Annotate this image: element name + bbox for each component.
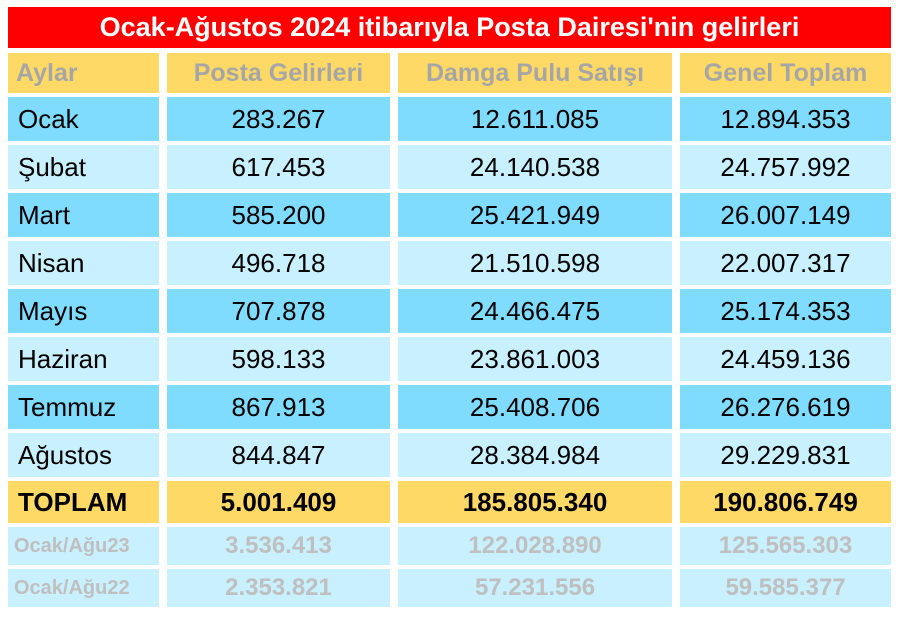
row-month: Mayıs bbox=[8, 289, 159, 333]
row-grand-total: 26.276.619 bbox=[680, 385, 891, 429]
row-postal-revenue: 617.453 bbox=[167, 145, 390, 189]
row-grand-total: 29.229.831 bbox=[680, 433, 891, 477]
row-postal-revenue: 707.878 bbox=[167, 289, 390, 333]
prev-year-postal-revenue: 2.353.821 bbox=[167, 569, 390, 607]
row-stamp-sales: 25.421.949 bbox=[398, 193, 672, 237]
row-month: Şubat bbox=[8, 145, 159, 189]
prev-year-postal-revenue: 3.536.413 bbox=[167, 527, 390, 565]
header-stamp-sales: Damga Pulu Satışı bbox=[398, 53, 672, 93]
row-month: Haziran bbox=[8, 337, 159, 381]
row-stamp-sales: 23.861.003 bbox=[398, 337, 672, 381]
row-grand-total: 12.894.353 bbox=[680, 97, 891, 141]
total-postal-revenue: 5.001.409 bbox=[167, 481, 390, 523]
row-stamp-sales: 24.466.475 bbox=[398, 289, 672, 333]
total-label: TOPLAM bbox=[8, 481, 159, 523]
row-postal-revenue: 867.913 bbox=[167, 385, 390, 429]
row-stamp-sales: 21.510.598 bbox=[398, 241, 672, 285]
row-grand-total: 25.174.353 bbox=[680, 289, 891, 333]
prev-year-label: Ocak/Ağu23 bbox=[8, 527, 159, 565]
row-grand-total: 26.007.149 bbox=[680, 193, 891, 237]
table-title: Ocak-Ağustos 2024 itibarıyla Posta Daire… bbox=[8, 7, 891, 48]
header-grand-total: Genel Toplam bbox=[680, 53, 891, 93]
prev-year-label: Ocak/Ağu22 bbox=[8, 569, 159, 607]
row-stamp-sales: 24.140.538 bbox=[398, 145, 672, 189]
row-postal-revenue: 585.200 bbox=[167, 193, 390, 237]
row-stamp-sales: 25.408.706 bbox=[398, 385, 672, 429]
row-month: Mart bbox=[8, 193, 159, 237]
row-grand-total: 24.757.992 bbox=[680, 145, 891, 189]
total-grand-total: 190.806.749 bbox=[680, 481, 891, 523]
row-month: Ocak bbox=[8, 97, 159, 141]
row-postal-revenue: 844.847 bbox=[167, 433, 390, 477]
total-stamp-sales: 185.805.340 bbox=[398, 481, 672, 523]
row-month: Nisan bbox=[8, 241, 159, 285]
row-postal-revenue: 496.718 bbox=[167, 241, 390, 285]
row-postal-revenue: 598.133 bbox=[167, 337, 390, 381]
row-grand-total: 22.007.317 bbox=[680, 241, 891, 285]
prev-year-grand-total: 125.565.303 bbox=[680, 527, 891, 565]
row-stamp-sales: 28.384.984 bbox=[398, 433, 672, 477]
row-month: Ağustos bbox=[8, 433, 159, 477]
prev-year-stamp-sales: 122.028.890 bbox=[398, 527, 672, 565]
row-month: Temmuz bbox=[8, 385, 159, 429]
row-stamp-sales: 12.611.085 bbox=[398, 97, 672, 141]
prev-year-stamp-sales: 57.231.556 bbox=[398, 569, 672, 607]
prev-year-grand-total: 59.585.377 bbox=[680, 569, 891, 607]
header-months: Aylar bbox=[8, 53, 159, 93]
header-postal-revenue: Posta Gelirleri bbox=[167, 53, 390, 93]
row-grand-total: 24.459.136 bbox=[680, 337, 891, 381]
row-postal-revenue: 283.267 bbox=[167, 97, 390, 141]
revenue-table: Aylar Posta Gelirleri Damga Pulu Satışı … bbox=[8, 53, 891, 607]
